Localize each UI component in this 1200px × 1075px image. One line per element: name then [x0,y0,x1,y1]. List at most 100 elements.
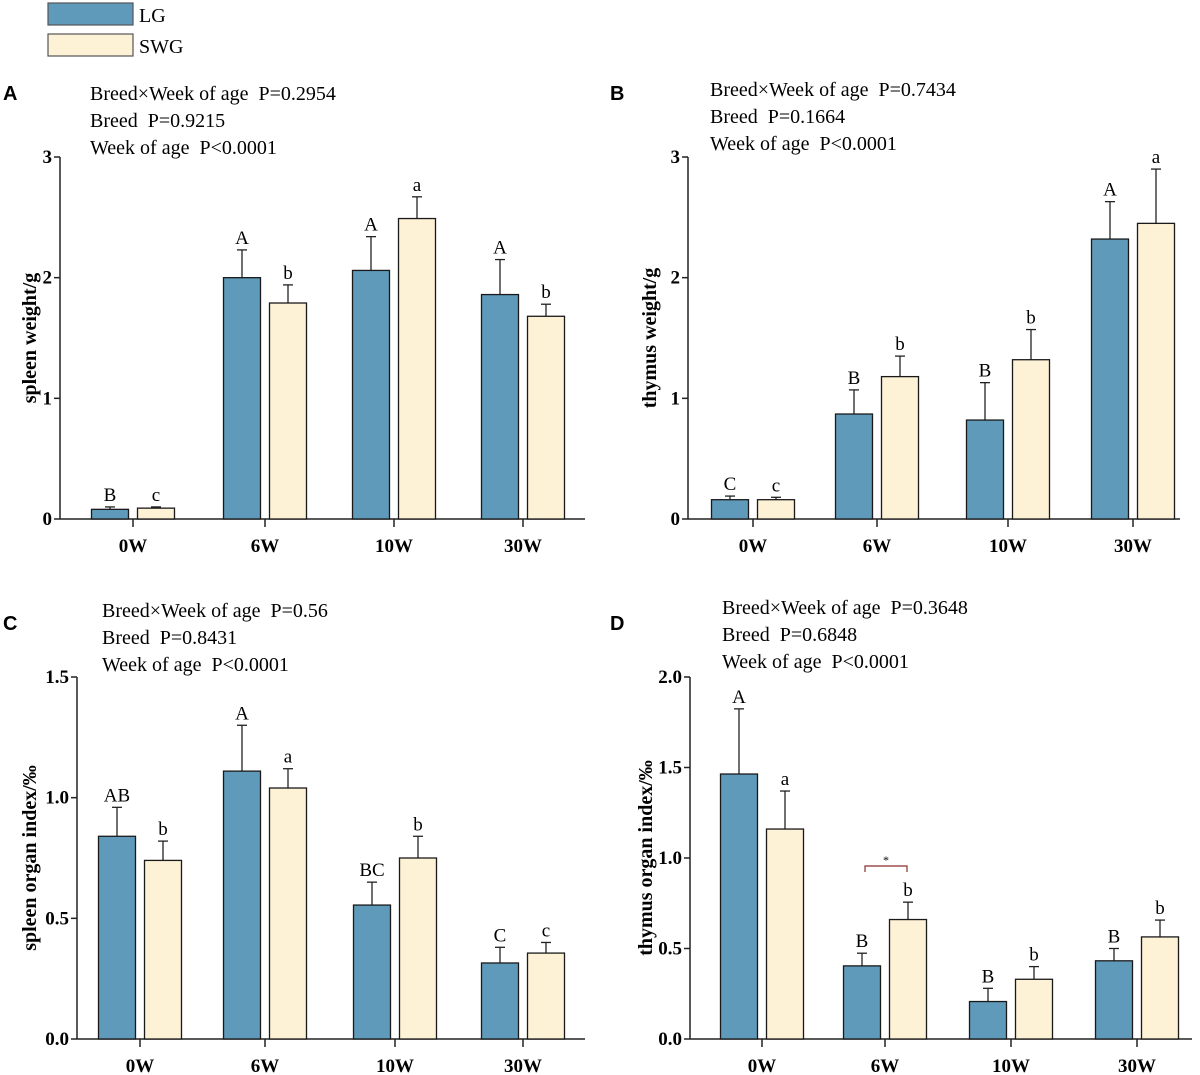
y-axis-label: spleen weight/g [19,273,41,404]
significance-letter: A [1103,180,1117,201]
stat-line: Week of age P<0.0001 [722,651,909,673]
significance-letter: B [856,931,869,952]
stat-line: Breed P=0.6848 [722,624,857,646]
panel-B: B Breed×Week of age P=0.7434 Breed P=0.166… [610,79,1180,557]
legend: LG SWG [47,2,183,58]
y-tick-label: 0 [43,509,53,530]
x-tick-label: 10W [992,1056,1030,1075]
stat-line: Breed×Week of age P=0.2954 [90,83,336,105]
x-tick-label: 0W [748,1056,777,1075]
significance-letter: A [493,238,507,259]
significance-letter: b [1026,308,1036,329]
significance-letter: B [104,485,117,506]
panel-letter: A [3,83,17,105]
x-tick-label: 6W [863,536,892,557]
significance-letter: b [895,334,905,355]
y-tick-label: 2 [43,268,53,289]
significance-letter: BC [359,860,384,881]
significance-letter: C [724,474,737,495]
bar-lg [90,508,130,520]
y-tick-label: 0.5 [45,908,69,929]
bar-lg [710,499,750,520]
significance-letter: AB [104,785,130,806]
y-tick-label: 1.5 [45,667,69,688]
bar-lg [222,277,262,520]
panel-C: C Breed×Week of age P=0.56 Breed P=0.8431 W… [3,600,585,1075]
legend-label-swg: SWG [139,36,183,58]
y-tick-label: 0.0 [45,1029,69,1050]
stat-line: Breed×Week of age P=0.7434 [710,79,956,101]
stat-line: Breed P=0.1664 [710,106,845,128]
bar-lg [719,773,759,1040]
legend-swatch-lg [47,2,134,26]
bar-lg [222,770,262,1040]
significance-letter: C [494,925,507,946]
x-tick-label: 10W [376,1056,414,1075]
bar-swg [268,302,308,520]
y-tick-label: 0.0 [658,1029,682,1050]
x-tick-label: 0W [126,1056,155,1075]
y-tick-label: 3 [43,147,53,168]
significance-letter: b [1029,945,1039,966]
bar-lg [351,269,391,520]
significance-letter: B [848,368,861,389]
stat-line: Week of age P<0.0001 [710,133,897,155]
significance-letter: c [772,475,780,496]
bar-lg [97,835,137,1040]
significance-letter: a [413,175,422,196]
bar-swg [880,375,920,520]
significance-letter: c [542,920,550,941]
y-tick-label: 0.5 [658,939,682,960]
legend-swatch-swg [47,33,134,57]
x-tick-label: 10W [375,536,413,557]
y-tick-label: 2.0 [658,667,682,688]
panel-letter: C [3,613,17,635]
bar-swg [268,787,308,1040]
y-tick-label: 1.0 [45,788,69,809]
x-tick-label: 30W [1114,536,1152,557]
bar-lg [965,419,1005,520]
legend-label-lg: LG [139,5,166,27]
stat-line: Week of age P<0.0001 [102,654,289,676]
x-tick-label: 30W [1118,1056,1156,1075]
panel-letter: D [610,613,624,635]
y-tick-label: 2 [671,268,681,289]
x-tick-label: 6W [251,1056,280,1075]
significance-letter: a [284,747,293,768]
significance-bracket [864,865,908,872]
x-tick-label: 0W [739,536,768,557]
bar-swg [765,828,805,1040]
stat-line: Breed×Week of age P=0.56 [102,600,328,622]
bar-swg [526,952,566,1040]
bar-lg [352,904,392,1040]
y-tick-label: 1.0 [658,848,682,869]
bar-lg [480,293,520,520]
panel-A: A Breed×Week of age P=0.2954 Breed P=0.921… [3,83,585,557]
y-axis-label: thymus weight/g [639,268,661,409]
significance-letter: B [1108,927,1121,948]
bar-swg [136,507,176,520]
panel-letter: B [610,83,624,105]
significance-letter: b [541,282,551,303]
x-tick-label: 30W [504,1056,542,1075]
significance-letter: b [903,880,913,901]
bar-lg [480,962,520,1040]
bar-swg [756,499,796,520]
bar-lg [1090,238,1130,520]
x-tick-label: 30W [504,536,542,557]
significance-letter: B [982,966,995,987]
significance-letter: A [732,687,746,708]
y-tick-label: 1 [671,388,681,409]
significance-letter: b [413,814,423,835]
x-tick-label: 0W [119,536,148,557]
significance-letter: A [235,228,249,249]
bar-swg [1014,978,1054,1040]
bar-swg [397,217,437,520]
significance-letter: B [979,361,992,382]
significance-letter: a [781,769,790,790]
x-tick-label: 6W [871,1056,900,1075]
significance-letter: A [364,215,378,236]
bar-swg [888,918,928,1040]
x-tick-label: 6W [251,536,280,557]
bar-lg [1094,960,1134,1040]
